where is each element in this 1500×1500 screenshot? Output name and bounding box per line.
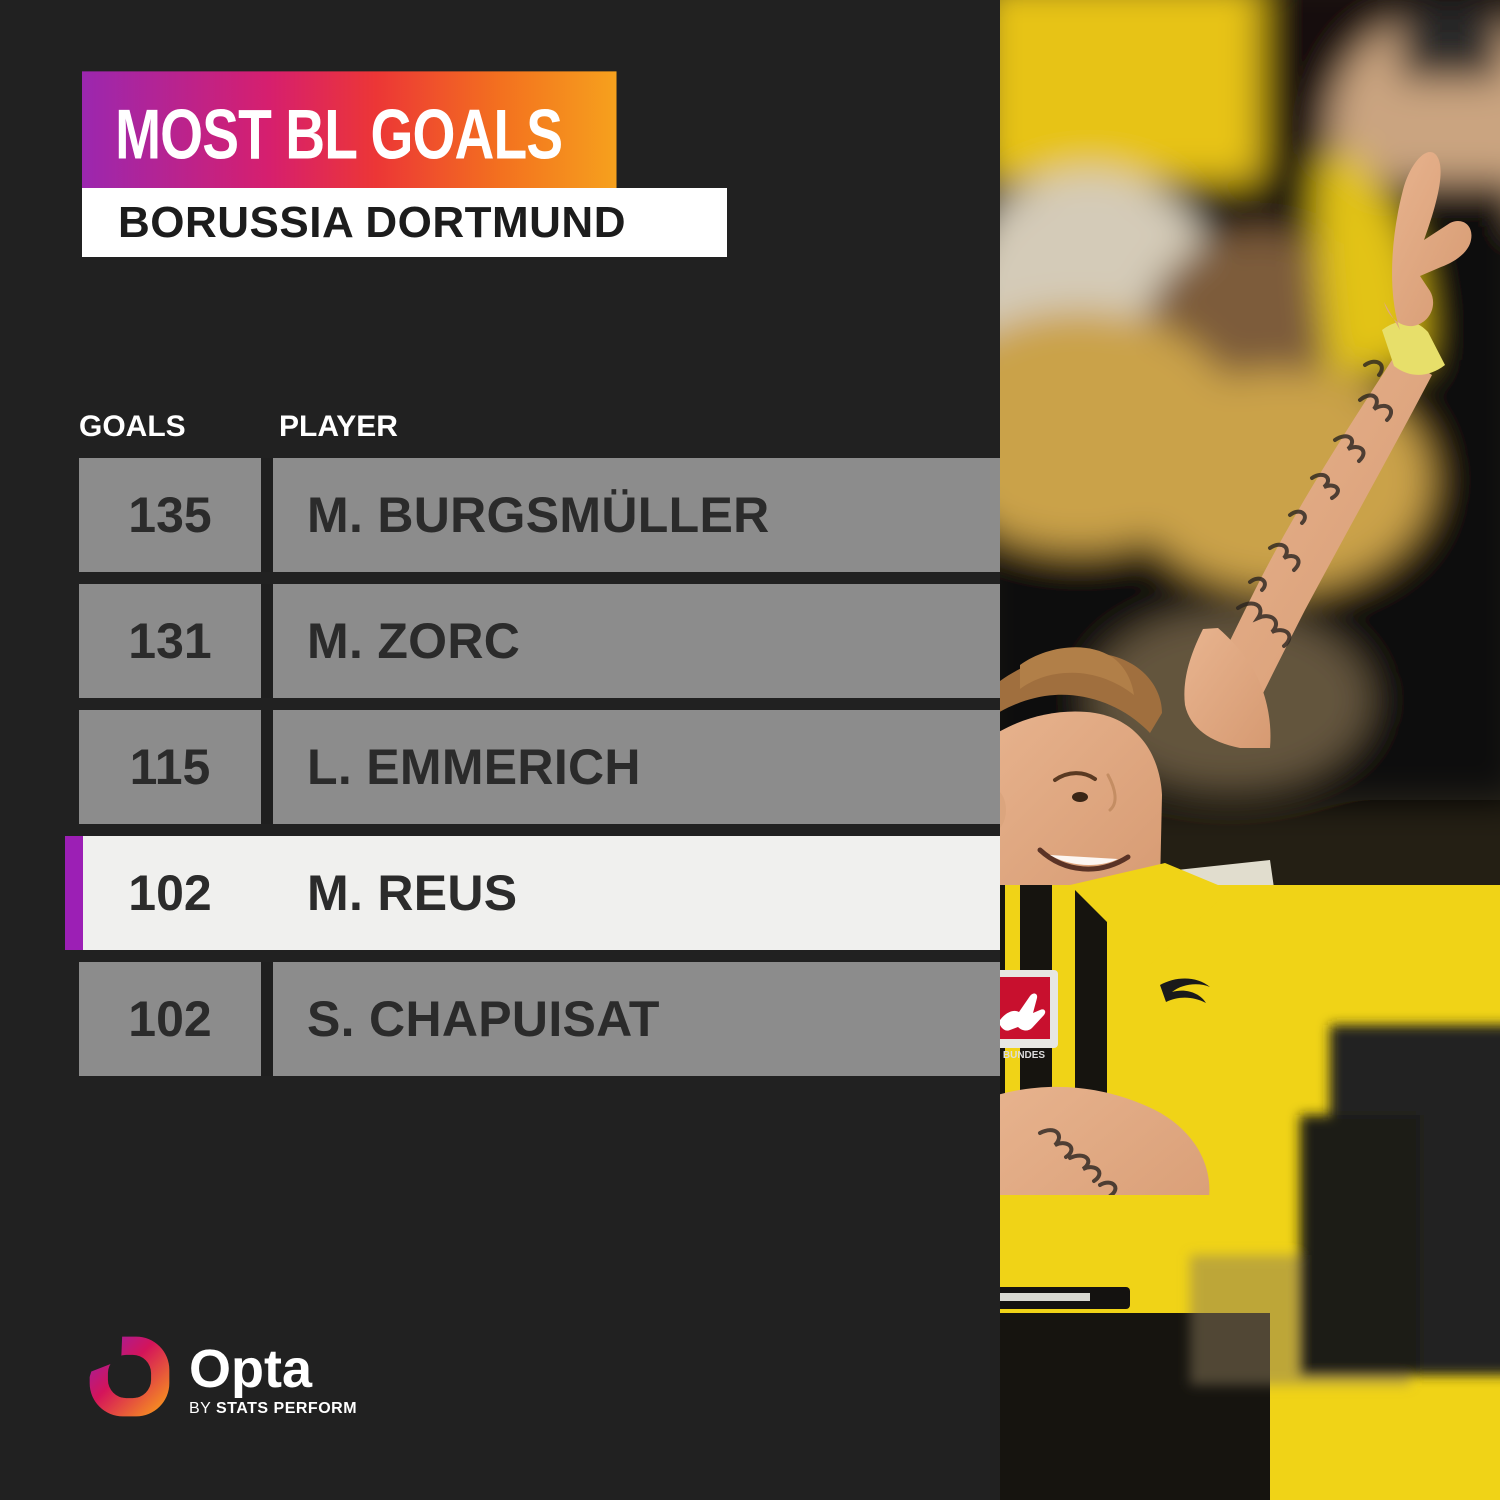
svg-text:BUNDES: BUNDES [1003,1050,1046,1061]
